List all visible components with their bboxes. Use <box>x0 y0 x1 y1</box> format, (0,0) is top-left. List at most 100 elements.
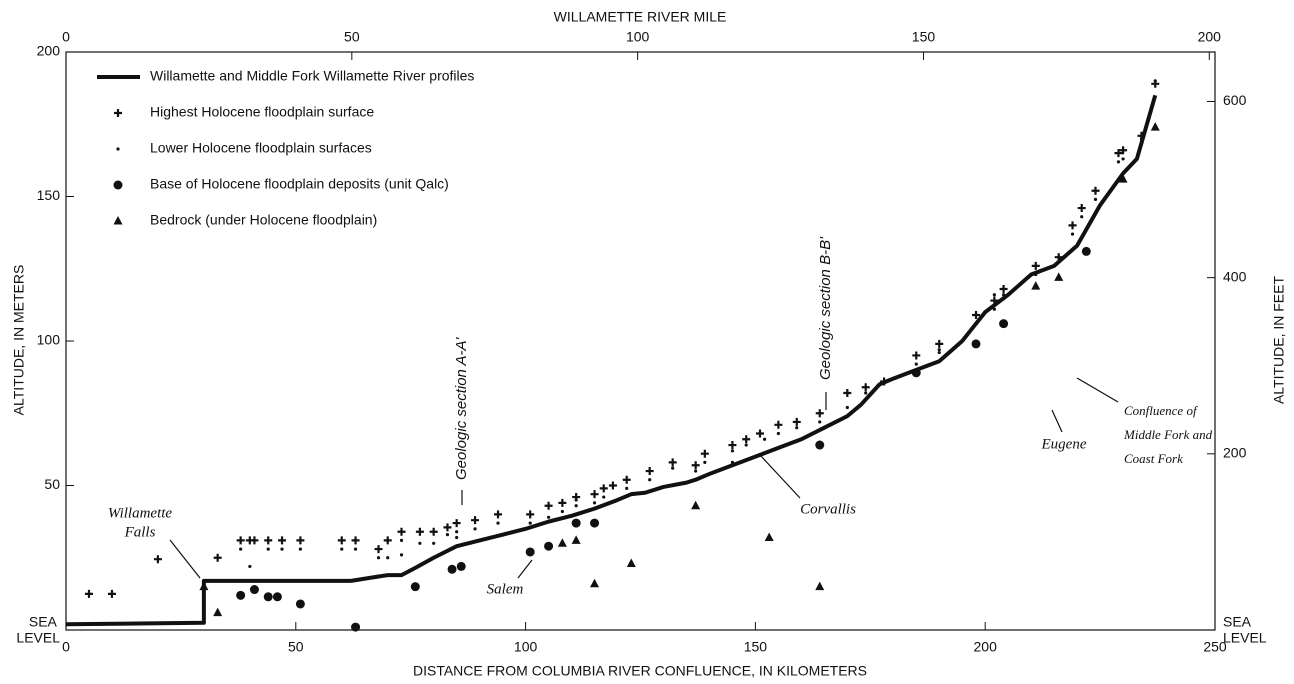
dot-marker <box>762 437 767 441</box>
triangle-marker <box>626 558 636 568</box>
circle-marker <box>351 622 361 632</box>
plus-marker <box>999 284 1008 293</box>
y-tick-label: 100 <box>37 332 61 348</box>
triangle-marker <box>764 532 774 542</box>
dot-marker <box>280 547 284 551</box>
dot-marker <box>992 293 996 297</box>
dot-marker <box>1070 232 1075 236</box>
plus-marker <box>815 409 824 418</box>
dot-marker <box>703 460 707 464</box>
annotation: Geologic section A-A' <box>453 336 470 480</box>
y-tick-label: 50 <box>44 476 60 492</box>
dot-marker <box>455 530 459 534</box>
plus-marker <box>337 536 346 545</box>
plus-marker <box>296 536 305 545</box>
plus-marker <box>1031 261 1040 270</box>
annotation: Salem <box>487 581 524 597</box>
circle-marker <box>815 440 825 450</box>
annotation: Geologic section B-B' <box>817 236 834 380</box>
dot-marker <box>937 348 941 352</box>
plus-marker <box>972 310 981 319</box>
plus-marker <box>374 545 383 554</box>
plus-marker <box>1119 146 1128 155</box>
plus-marker <box>990 296 999 305</box>
x2-tick-label: 50 <box>344 29 360 45</box>
y2-axis-title: ALTITUDE, IN FEET <box>1271 276 1287 405</box>
triangle-marker <box>199 581 209 591</box>
dot-marker <box>445 533 450 537</box>
dot-marker <box>845 405 849 410</box>
plus-marker <box>153 555 162 564</box>
triangle-marker <box>1031 281 1041 290</box>
plus-marker <box>383 536 392 545</box>
legend-label: Base of Holocene floodplain deposits (un… <box>150 176 449 192</box>
plus-marker <box>494 510 503 519</box>
x-tick-label: 150 <box>744 639 768 655</box>
plus-marker <box>213 553 222 562</box>
circle-marker <box>236 590 246 600</box>
dot-marker <box>914 362 918 366</box>
circle-marker <box>911 368 921 378</box>
dot-marker <box>248 564 252 569</box>
dot-marker <box>116 147 120 151</box>
plus-marker <box>1077 204 1086 213</box>
dot-marker <box>1001 293 1006 297</box>
circle-marker <box>1081 246 1091 256</box>
circle-marker <box>249 585 259 595</box>
triangle-marker <box>590 578 600 588</box>
dot-marker <box>298 547 302 551</box>
legend-label: Lower Holocene floodplain surfaces <box>150 140 372 156</box>
circle-marker <box>590 518 600 528</box>
annotation: Willamette <box>108 505 172 521</box>
legend-label: Willamette and Middle Fork Willamette Ri… <box>150 68 474 84</box>
triangle-marker <box>691 500 701 510</box>
plus-marker <box>774 420 783 429</box>
triangle-marker <box>113 216 123 225</box>
plus-marker <box>452 519 461 528</box>
triangle-marker <box>1150 122 1160 131</box>
plus-marker <box>397 527 406 536</box>
plus-marker <box>880 377 889 386</box>
plus-marker <box>668 458 677 467</box>
plus-marker <box>114 109 122 117</box>
x2-tick-label: 100 <box>626 29 650 45</box>
circle-marker <box>410 582 420 592</box>
plus-marker <box>443 523 452 532</box>
dot-marker <box>1116 160 1121 164</box>
circle-marker <box>272 592 282 602</box>
triangle-marker <box>1054 272 1064 281</box>
dot-marker <box>592 501 597 505</box>
plus-marker <box>264 536 273 545</box>
dot-marker <box>340 547 344 551</box>
x2-tick-label: 150 <box>912 29 936 45</box>
dot-marker <box>625 486 629 490</box>
x-tick-label: 200 <box>974 639 998 655</box>
dot-marker <box>1121 157 1125 161</box>
circle-marker <box>447 564 457 574</box>
leader-line <box>1051 409 1063 433</box>
plus-marker <box>590 490 599 499</box>
dot-marker <box>776 431 780 436</box>
dot-marker <box>1153 79 1157 83</box>
annotation: Confluence of <box>1124 403 1199 418</box>
dot-marker <box>399 538 404 543</box>
y2-tick-label: 600 <box>1223 92 1247 108</box>
plus-marker <box>755 429 764 438</box>
x2-tick-label: 200 <box>1198 29 1222 45</box>
dot-marker <box>528 521 532 525</box>
plus-marker <box>471 516 480 525</box>
annotation: Coast Fork <box>1124 451 1183 466</box>
circle-marker <box>999 319 1009 329</box>
plus-marker <box>278 536 287 545</box>
profile-line <box>65 94 1158 627</box>
plus-marker <box>645 467 654 476</box>
plus-marker <box>544 501 553 510</box>
plus-marker <box>728 441 737 450</box>
y-tick-label: SEA LEVEL <box>16 613 60 645</box>
plus-marker <box>1054 253 1063 262</box>
circle-marker <box>971 339 981 349</box>
x2-tick-label: 0 <box>62 29 70 45</box>
plus-marker <box>700 449 709 458</box>
triangle-marker <box>213 607 223 617</box>
